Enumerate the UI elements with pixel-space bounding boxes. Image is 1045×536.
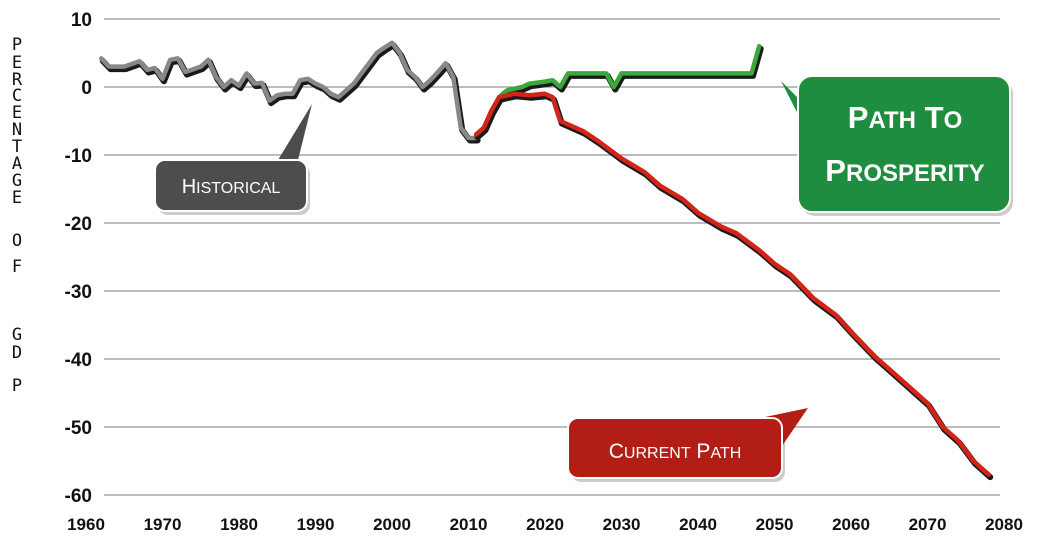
- y-axis-label-letter: O: [12, 231, 22, 251]
- y-axis-label-letter: D: [12, 343, 22, 363]
- x-tick-label: 2050: [756, 515, 794, 534]
- callout-box: [797, 75, 1011, 213]
- callout-label: CURRENT PATH: [609, 440, 742, 463]
- callout-box: [154, 159, 308, 212]
- y-axis-label-letter: G: [12, 171, 22, 191]
- y-tick-label: -30: [65, 282, 92, 303]
- x-tick-label: 2070: [909, 515, 947, 534]
- y-tick-label: -50: [65, 418, 92, 439]
- x-tick-label: 1970: [144, 515, 182, 534]
- y-axis-label-letter: N: [12, 120, 22, 140]
- y-tick-label: -60: [65, 486, 92, 507]
- x-tick-label: 1990: [297, 515, 335, 534]
- callout-prosperity: PATH TO PROSPERITY: [781, 75, 1013, 216]
- x-tick-label: 1980: [220, 515, 258, 534]
- y-axis-label-letter: T: [12, 137, 22, 157]
- series-layer: [99, 40, 994, 481]
- y-tick-label: -40: [65, 350, 92, 371]
- series-line-path-to-prosperity: [473, 43, 762, 137]
- callout-box: [567, 417, 783, 479]
- x-tick-label: 2040: [679, 515, 717, 534]
- callout-label: PATH TO: [848, 100, 962, 135]
- callout-pointer: [278, 104, 312, 160]
- x-tick-label: 2060: [832, 515, 870, 534]
- y-axis-label-letter: E: [12, 188, 22, 208]
- x-tick-label: 2030: [603, 515, 641, 534]
- series-line-historical: [99, 40, 479, 141]
- y-axis-label-letter: G: [12, 325, 22, 345]
- callouts-layer: HISTORICAL PATH TO PROSPERITY CURRENT PATH: [154, 75, 1013, 482]
- y-axis-label-letter: F: [12, 257, 22, 277]
- callout-current: CURRENT PATH: [567, 408, 808, 482]
- series-line-current-path: [473, 91, 991, 477]
- y-axis-label-letter: R: [12, 70, 23, 90]
- x-tick-label: 1960: [67, 515, 105, 534]
- y-tick-label: -20: [65, 214, 92, 235]
- y-axis-label-letter: E: [12, 103, 22, 123]
- callout-label: PROSPERITY: [825, 153, 984, 188]
- y-tick-label: -10: [65, 146, 92, 167]
- y-axis-label-letter: A: [12, 154, 22, 174]
- x-tick-label: 2000: [373, 515, 411, 534]
- y-axis-label-letter: C: [12, 86, 22, 106]
- y-axis-label-letter: P: [12, 376, 22, 396]
- y-axis-label-letter: E: [12, 53, 22, 73]
- y-axis-label-letter: P: [12, 35, 22, 55]
- x-tick-label: 2020: [526, 515, 564, 534]
- callout-label: HISTORICAL: [182, 176, 281, 198]
- y-axis-ticks: 10 0 -10 -20 -30 -40 -50 -60: [65, 10, 92, 507]
- x-tick-label: 2010: [450, 515, 488, 534]
- x-tick-label: 2080: [985, 515, 1023, 534]
- y-tick-label: 10: [71, 10, 92, 31]
- callout-pointer: [781, 81, 800, 118]
- callout-historical: HISTORICAL: [154, 104, 312, 215]
- x-axis-ticks: 1960 1970 1980 1990 2000 2010 2020 2030 2040 2050…: [67, 515, 1023, 534]
- y-tick-label: 0: [81, 78, 92, 99]
